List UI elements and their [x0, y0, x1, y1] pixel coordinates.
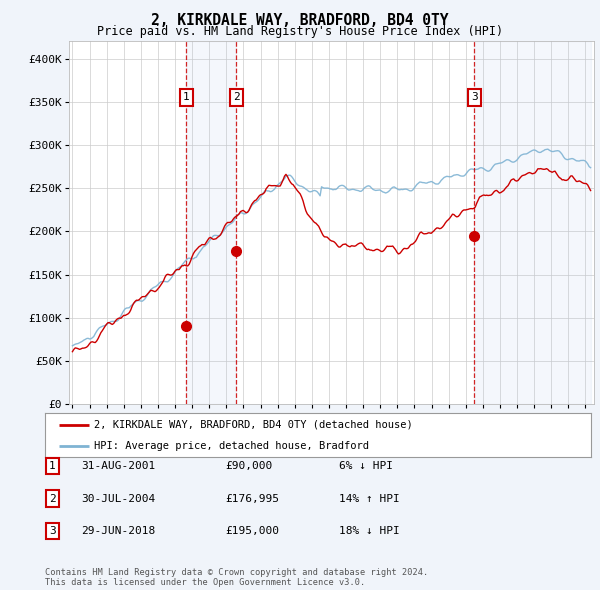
Text: 1: 1 — [49, 461, 56, 471]
Bar — [474, 41, 590, 404]
Text: 2, KIRKDALE WAY, BRADFORD, BD4 0TY: 2, KIRKDALE WAY, BRADFORD, BD4 0TY — [151, 13, 449, 28]
Text: 3: 3 — [471, 93, 478, 103]
Text: 2: 2 — [49, 494, 56, 503]
Text: 30-JUL-2004: 30-JUL-2004 — [81, 494, 155, 503]
Text: Contains HM Land Registry data © Crown copyright and database right 2024.
This d: Contains HM Land Registry data © Crown c… — [45, 568, 428, 587]
Text: 18% ↓ HPI: 18% ↓ HPI — [339, 526, 400, 536]
Text: £195,000: £195,000 — [225, 526, 279, 536]
Text: £90,000: £90,000 — [225, 461, 272, 471]
Text: 2, KIRKDALE WAY, BRADFORD, BD4 0TY (detached house): 2, KIRKDALE WAY, BRADFORD, BD4 0TY (deta… — [94, 420, 413, 430]
Text: Price paid vs. HM Land Registry's House Price Index (HPI): Price paid vs. HM Land Registry's House … — [97, 25, 503, 38]
Text: 6% ↓ HPI: 6% ↓ HPI — [339, 461, 393, 471]
Bar — [187, 41, 236, 404]
Text: 14% ↑ HPI: 14% ↑ HPI — [339, 494, 400, 503]
Text: 3: 3 — [49, 526, 56, 536]
Text: £176,995: £176,995 — [225, 494, 279, 503]
Text: 1: 1 — [183, 93, 190, 103]
Text: HPI: Average price, detached house, Bradford: HPI: Average price, detached house, Brad… — [94, 441, 369, 451]
Text: 2: 2 — [233, 93, 239, 103]
Text: 31-AUG-2001: 31-AUG-2001 — [81, 461, 155, 471]
Text: 29-JUN-2018: 29-JUN-2018 — [81, 526, 155, 536]
